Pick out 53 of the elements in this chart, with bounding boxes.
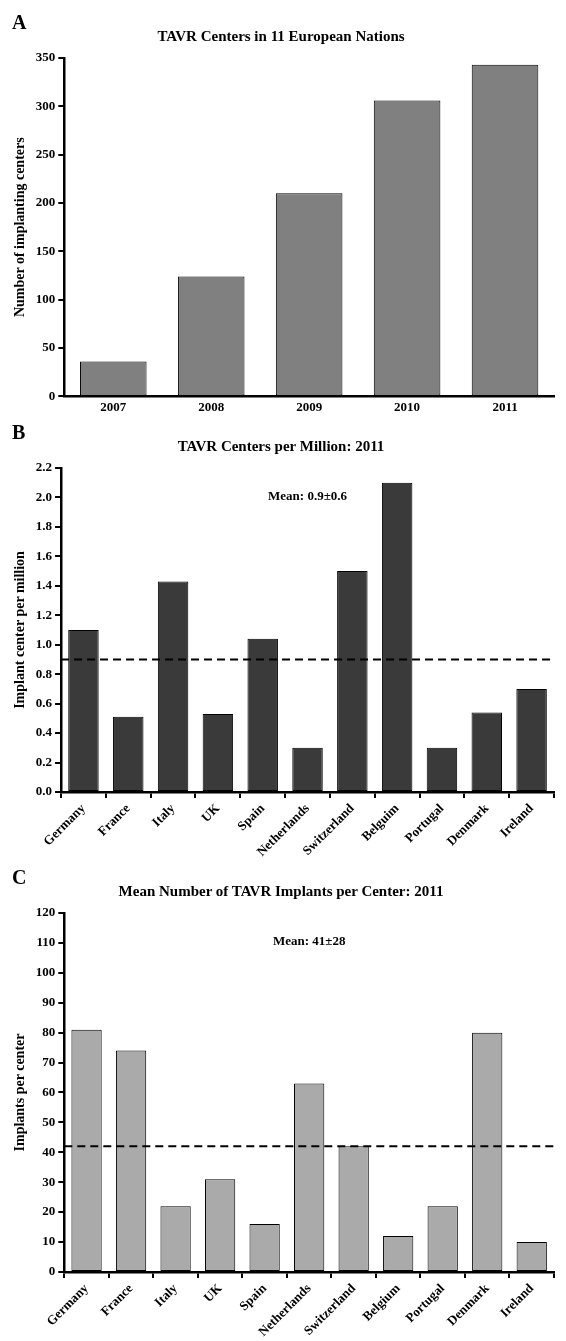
y-tick-label: 1.4: [35, 577, 53, 593]
y-tick-label: 1.0: [35, 636, 53, 652]
y-tick-label: 300: [35, 97, 56, 113]
y-tick-label: 10: [42, 1233, 56, 1249]
y-tick-label: 60: [42, 1083, 56, 1099]
y-tick-label: 0.4: [35, 724, 53, 740]
x-tick-label: UK: [200, 1279, 226, 1305]
x-tick-label: 2009: [296, 398, 323, 414]
y-axis-title: Number of implanting centers: [12, 136, 28, 318]
y-tick-label: 0.8: [35, 665, 53, 681]
y-tick-label: 80: [42, 1024, 56, 1040]
y-tick-label: 250: [35, 146, 56, 162]
y-tick-label: 100: [35, 964, 56, 980]
y-tick-label: 2.0: [35, 488, 53, 504]
y-tick-label: 0.6: [35, 694, 53, 710]
x-tick-label: 2010: [394, 398, 421, 414]
y-tick-label: 0.2: [35, 753, 53, 769]
y-tick-label: 90: [42, 994, 56, 1010]
x-tick-label: UK: [198, 799, 224, 825]
x-tick-label: 2011: [492, 398, 518, 414]
text: B: [12, 421, 26, 444]
y-tick-label: 120: [35, 904, 56, 920]
chart-title: TAVR Centers per Million: 2011: [177, 437, 385, 454]
x-tick-label: 2007: [100, 398, 127, 414]
chart-title: TAVR Centers in 11 European Nations: [157, 27, 405, 44]
text: A: [12, 11, 27, 34]
y-tick-label: 1.8: [35, 518, 53, 534]
y-tick-label: 150: [35, 242, 56, 258]
y-axis-title: Implant center per million: [12, 550, 28, 709]
x-tick-label: Italy: [148, 800, 178, 830]
text: C: [12, 866, 27, 889]
y-tick-label: 30: [42, 1173, 56, 1189]
chart-title: Mean Number of TAVR Implants per Center: 2011: [118, 882, 444, 899]
x-tick-label: Italy: [151, 1280, 181, 1310]
y-axis-title: Implants per center: [12, 1033, 28, 1152]
y-tick-label: 20: [42, 1203, 56, 1219]
y-tick-label: 0.0: [35, 783, 53, 799]
y-tick-label: 1.6: [35, 547, 53, 563]
y-tick-label: 70: [42, 1053, 56, 1069]
y-tick-label: 1.2: [35, 606, 53, 622]
x-tick-label: 2008: [198, 398, 225, 414]
y-tick-label: 350: [35, 49, 56, 65]
annotation: Mean: 0.9±0.6: [268, 487, 348, 503]
y-tick-label: 100: [35, 291, 56, 307]
annotation: Mean: 41±28: [272, 932, 346, 948]
y-tick-label: 40: [42, 1143, 56, 1159]
y-tick-label: 50: [42, 1113, 56, 1129]
y-tick-label: 0: [48, 1263, 56, 1279]
y-tick-label: 0: [48, 387, 56, 403]
y-tick-label: 50: [42, 339, 56, 355]
y-tick-label: 200: [35, 194, 56, 210]
y-tick-label: 110: [36, 934, 56, 950]
y-tick-label: 2.2: [35, 459, 53, 475]
